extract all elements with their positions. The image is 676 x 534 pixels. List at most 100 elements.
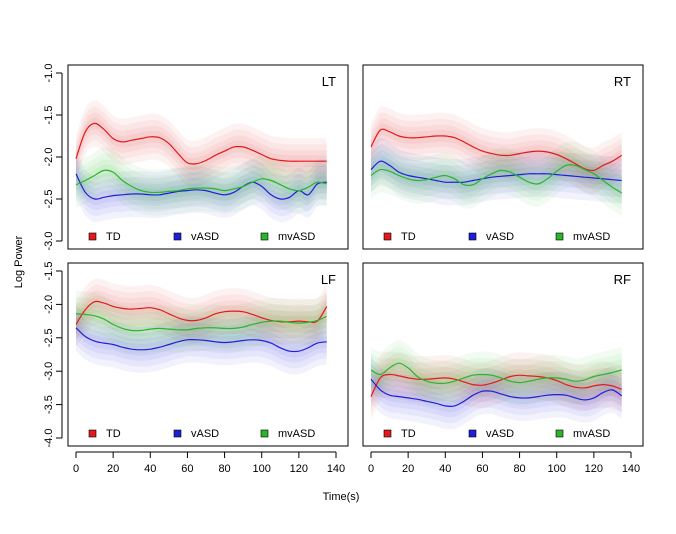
legend-swatch-mvasd: [555, 232, 564, 241]
band-td: [371, 118, 622, 182]
legend-label-mvasd: mvASD: [278, 428, 315, 440]
band-mvasd: [371, 153, 622, 204]
legend-label-vasd: vASD: [486, 231, 514, 243]
panel-title: LT: [322, 74, 336, 89]
band-vasd: [76, 150, 327, 223]
series-line-td: [75, 122, 327, 165]
band-td: [371, 363, 622, 408]
band-mvasd: [371, 147, 622, 210]
band-mvasd: [76, 147, 327, 216]
series-line-mvasd: [370, 362, 622, 385]
x-tick-label: 140: [622, 463, 640, 475]
series-line-vasd: [75, 173, 327, 200]
x-tick-label: 80: [513, 463, 525, 475]
x-tick-label: 60: [476, 463, 488, 475]
band-vasd: [76, 167, 327, 206]
legend-swatch-mvasd: [555, 429, 564, 438]
legend-swatch-td: [383, 232, 392, 241]
band-td: [76, 117, 327, 170]
x-tick-label: 20: [107, 463, 119, 475]
band-td: [76, 106, 327, 181]
legend-label-mvasd: mvASD: [573, 428, 610, 440]
band-td: [76, 290, 327, 336]
series-line-vasd: [370, 378, 623, 407]
legend-swatch-td: [88, 232, 97, 241]
band-td: [371, 351, 622, 420]
x-tick-label: 60: [181, 463, 193, 475]
band-mvasd: [76, 297, 327, 348]
band-mvasd: [371, 141, 622, 217]
x-tick-label: 120: [290, 463, 308, 475]
legend-swatch-mvasd: [260, 429, 269, 438]
y-tick-label: -3.0: [43, 232, 55, 251]
band-td: [371, 112, 622, 188]
y-tick-label: -1.5: [43, 262, 55, 281]
y-tick-label: -2.0: [43, 148, 55, 167]
x-tick-label: 100: [548, 463, 566, 475]
y-tick-label: -4.0: [43, 429, 55, 448]
band-td: [371, 106, 622, 194]
band-td: [76, 100, 327, 188]
legend-label-td: TD: [106, 231, 121, 243]
panel-title: RF: [614, 272, 631, 287]
y-tick-label: -3.0: [43, 362, 55, 381]
x-tick-label: 0: [73, 463, 79, 475]
y-tick-label: -1.0: [43, 64, 55, 83]
legend-label-mvasd: mvASD: [278, 231, 315, 243]
series-line-vasd: [75, 327, 327, 353]
panel-title: RT: [614, 74, 631, 89]
series-line-td: [370, 373, 622, 397]
legend-swatch-mvasd: [260, 232, 269, 241]
band-vasd: [76, 157, 327, 216]
legend-swatch-td: [383, 429, 392, 438]
panel-lf: LF -1.5 -2.0 -2.5 -3.0 -3.5 -4.0 0 20 40 60 80 100 12…: [43, 262, 349, 475]
legend-swatch-vasd: [468, 232, 477, 241]
legend-label-vasd: vASD: [191, 428, 219, 440]
band-vasd: [76, 162, 327, 211]
band-mvasd: [76, 153, 327, 210]
legend-label-td: TD: [401, 231, 416, 243]
legend-label-td: TD: [106, 428, 121, 440]
legend-label-vasd: vASD: [191, 231, 219, 243]
y-tick-label: -2.5: [43, 190, 55, 209]
panel-frame: [67, 262, 349, 447]
y-tick-label: -3.5: [43, 395, 55, 414]
y-tick-label: -2.5: [43, 328, 55, 347]
panel-frame: [362, 64, 644, 250]
legend-swatch-td: [88, 429, 97, 438]
band-mvasd: [371, 346, 622, 401]
band-td: [371, 357, 622, 414]
band-mvasd: [76, 307, 327, 337]
band-mvasd: [371, 340, 622, 407]
x-tick-label: 140: [327, 463, 345, 475]
y-axis-label: Log Power: [13, 235, 25, 288]
band-mvasd: [76, 302, 327, 342]
y-tick-label: -2.0: [43, 295, 55, 314]
series-line-mvasd: [75, 313, 327, 332]
x-tick-label: 80: [218, 463, 230, 475]
band-td: [76, 112, 327, 176]
band-td: [76, 284, 327, 342]
series-line-mvasd: [370, 164, 623, 194]
x-tick-label: 20: [402, 463, 414, 475]
legend-swatch-vasd: [173, 429, 182, 438]
panel-lt: LT -1.0 -1.5 -2.0 -2.5 -3.0 TD vASD mvASD: [43, 64, 349, 251]
x-tick-label: 100: [253, 463, 271, 475]
x-tick-label: 40: [439, 463, 451, 475]
y-tick-label: -1.5: [43, 106, 55, 125]
panel-frame: [362, 262, 644, 447]
legend-swatch-vasd: [468, 429, 477, 438]
band-mvasd: [76, 290, 327, 354]
panel-title: LF: [321, 272, 336, 287]
x-tick-label: 40: [144, 463, 156, 475]
series-line-mvasd: [75, 169, 327, 194]
x-tick-label: 120: [585, 463, 603, 475]
panel-rf: RF 0 20 40 60 80 100 120 140 TD vASD mvASD: [362, 262, 644, 475]
x-tick-label: 0: [368, 463, 374, 475]
legend-label-td: TD: [401, 428, 416, 440]
legend-label-vasd: vASD: [486, 428, 514, 440]
series-line-td: [370, 128, 623, 172]
series-line-vasd: [370, 160, 622, 183]
band-mvasd: [76, 159, 327, 204]
